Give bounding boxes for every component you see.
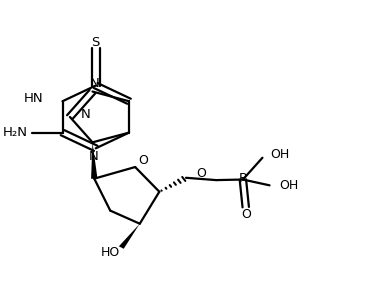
Text: H₂N: H₂N (3, 126, 28, 139)
Text: O: O (139, 154, 148, 167)
Text: OH: OH (279, 179, 299, 192)
Text: HO: HO (100, 246, 119, 259)
Text: O: O (241, 208, 251, 221)
Text: P: P (239, 172, 247, 185)
Polygon shape (91, 142, 97, 179)
Text: HN: HN (23, 93, 43, 105)
Text: N: N (89, 77, 99, 91)
Text: OH: OH (270, 148, 289, 161)
Text: N: N (89, 150, 99, 163)
Text: S: S (92, 36, 100, 49)
Text: N: N (81, 108, 90, 121)
Text: O: O (196, 167, 206, 180)
Polygon shape (119, 224, 140, 249)
